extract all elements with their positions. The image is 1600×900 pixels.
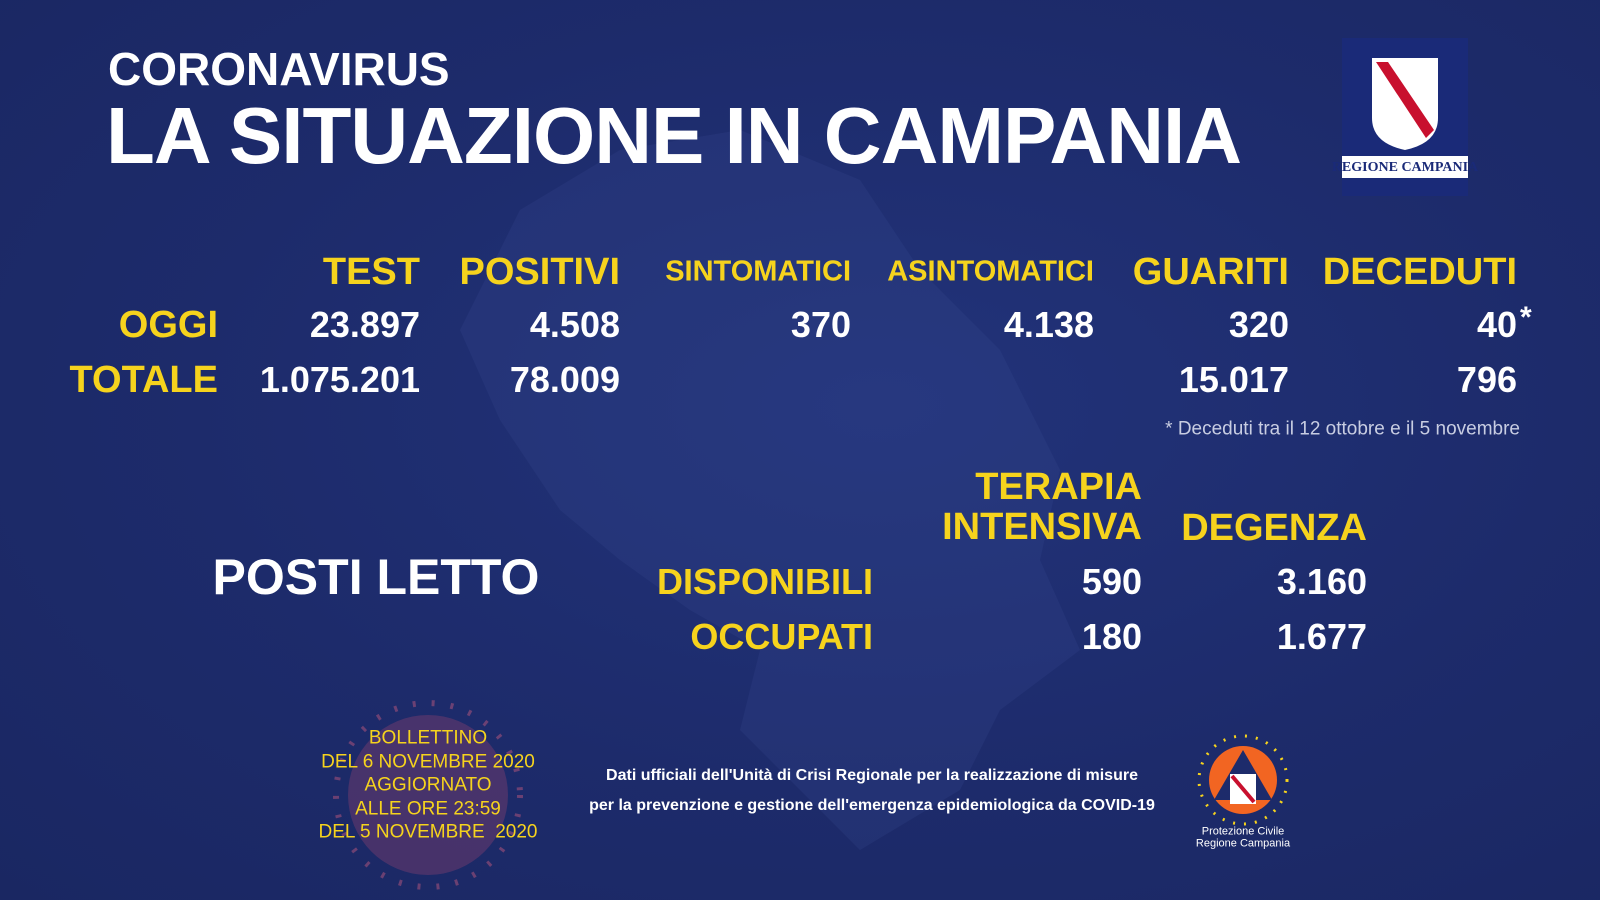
logo-label-bg	[1342, 156, 1468, 178]
stat-value: 78.009	[509, 359, 620, 400]
beds-row-label: OCCUPATI	[690, 616, 873, 657]
civil-protection-logo	[1197, 734, 1289, 826]
bulletin-line: ALLE ORE 23:59	[355, 798, 501, 819]
stat-value: 796	[1456, 359, 1517, 400]
stat-value: 370	[790, 304, 851, 345]
title: LA SITUAZIONE IN CAMPANIA	[106, 91, 1242, 180]
civil-protection-line: Protezione Civile	[1201, 825, 1285, 838]
stat-header: GUARITI	[1132, 251, 1289, 293]
beds-header: TERAPIA INTENSIVA	[942, 466, 1142, 548]
row-label: OGGI	[118, 304, 218, 346]
bulletin-line: DEL 6 NOVEMBRE 2020	[321, 751, 535, 772]
stat-header: DECEDUTI	[1322, 251, 1517, 293]
stat-header: ASINTOMATICI	[887, 255, 1094, 288]
bulletin-line: DEL 5 NOVEMBRE 2020	[318, 821, 538, 843]
stat-value: 1.075.201	[259, 359, 420, 400]
bulletin-line: BOLLETTINO	[368, 727, 488, 749]
note-marker: *	[1520, 301, 1532, 334]
stat-value: 40	[1476, 304, 1517, 345]
beds-value: 590	[1081, 561, 1142, 602]
kicker: CORONAVIRUS	[108, 43, 450, 95]
map-silhouette	[460, 130, 1080, 850]
beds-row-label: DISPONIBILI	[656, 561, 873, 602]
beds-value: 1.677	[1276, 616, 1367, 657]
region-logo	[1342, 38, 1468, 196]
beds-header: DEGENZA	[1181, 507, 1367, 549]
stat-value: 4.508	[529, 304, 620, 345]
beds-value: 180	[1081, 616, 1142, 657]
row-label: TOTALE	[69, 359, 218, 401]
stat-value: 320	[1228, 304, 1289, 345]
stat-header: SINTOMATICI	[665, 255, 851, 288]
bulletin-line: AGGIORNATO	[364, 774, 492, 796]
source-line: Dati ufficiali dell'Unità di Crisi Regio…	[606, 767, 1138, 784]
beds-value: 3.160	[1276, 561, 1367, 602]
civil-protection-line: Regione Campania	[1195, 837, 1291, 850]
source-line: per la prevenzione e gestione dell'emerg…	[589, 797, 1155, 814]
stat-value: 15.017	[1178, 359, 1289, 400]
stat-value: 4.138	[1003, 304, 1094, 345]
virus-graphic	[333, 700, 523, 890]
logo-label: REGIONE CAMPANIA	[1331, 160, 1479, 175]
beds-title: POSTI LETTO	[212, 549, 540, 605]
stat-header: TEST	[322, 251, 420, 293]
stat-value: 23.897	[309, 304, 420, 345]
stat-header: POSITIVI	[459, 251, 620, 293]
footnote: * Deceduti tra il 12 ottobre e il 5 nove…	[1165, 418, 1520, 440]
